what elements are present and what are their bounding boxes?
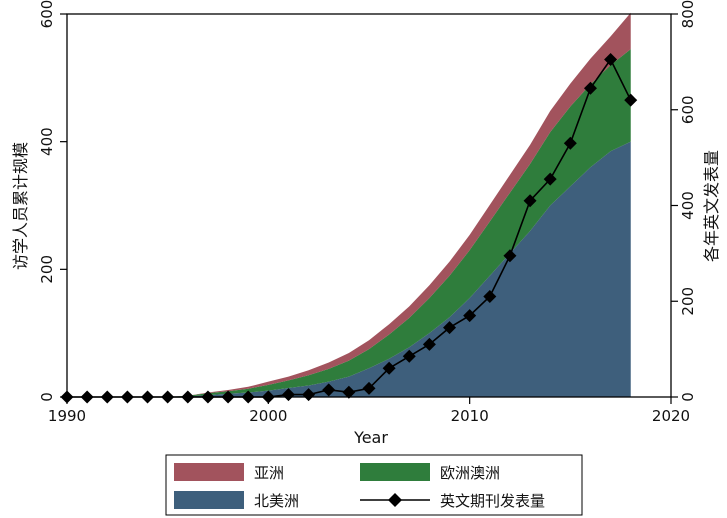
- y2-tick-label: 800: [679, 0, 697, 28]
- x-tick-label: 2010: [451, 407, 489, 425]
- publications-point: [583, 81, 597, 95]
- legend-swatch-asia: [174, 463, 244, 481]
- legend: 亚洲 欧洲澳洲 北美洲 英文期刊发表量: [165, 454, 583, 516]
- publications-point: [563, 136, 577, 150]
- legend-marker-publications: [388, 493, 402, 507]
- publications-point: [342, 385, 356, 399]
- y2-tick-label: 400: [679, 191, 697, 220]
- y2-tick-label: 0: [679, 392, 697, 402]
- y-axis-right: 0 200 400 600 800: [671, 0, 697, 402]
- y-tick-label: 400: [38, 127, 56, 156]
- y-tick-label: 0: [38, 392, 56, 402]
- y-tick-label: 600: [38, 0, 56, 28]
- x-axis: 1990 2000 2010 2020: [48, 397, 690, 425]
- x-axis-title: Year: [353, 428, 388, 447]
- legend-swatch-europe-oceania: [360, 463, 430, 481]
- publications-point: [523, 194, 537, 208]
- y-tick-label: 200: [38, 255, 56, 284]
- legend-label-asia: 亚洲: [254, 464, 284, 482]
- area-europe-oceania: [67, 49, 631, 398]
- publications-point: [604, 52, 618, 66]
- y-axis-left-title: 访学人员累计规模: [11, 142, 30, 270]
- x-tick-label: 2000: [249, 407, 287, 425]
- publications-point: [443, 321, 457, 335]
- y-axis-left: 0 200 400 600: [38, 0, 67, 402]
- publications-point: [483, 289, 497, 303]
- x-tick-label: 2020: [652, 407, 690, 425]
- y2-tick-label: 200: [679, 287, 697, 316]
- publications-point: [281, 388, 295, 402]
- publications-point: [503, 249, 517, 263]
- publications-point: [302, 388, 316, 402]
- publications-point: [543, 172, 557, 186]
- legend-swatch-north-america: [174, 491, 244, 509]
- publications-point: [422, 337, 436, 351]
- stacked-areas: [67, 12, 631, 398]
- publications-point: [402, 349, 416, 363]
- publications-point: [382, 361, 396, 375]
- publications-point: [322, 383, 336, 397]
- publications-point: [624, 93, 638, 107]
- legend-label-publications: 英文期刊发表量: [440, 492, 545, 510]
- y2-tick-label: 600: [679, 95, 697, 124]
- publication-line-layer: [60, 52, 638, 404]
- legend-label-europe-oceania: 欧洲澳洲: [440, 464, 500, 482]
- publications-point: [362, 381, 376, 395]
- x-tick-label: 1990: [48, 407, 86, 425]
- legend-label-north-america: 北美洲: [254, 492, 299, 510]
- area-north-america: [67, 141, 631, 397]
- publications-point: [463, 309, 477, 323]
- y-axis-right-title: 各年英文发表量: [702, 150, 721, 262]
